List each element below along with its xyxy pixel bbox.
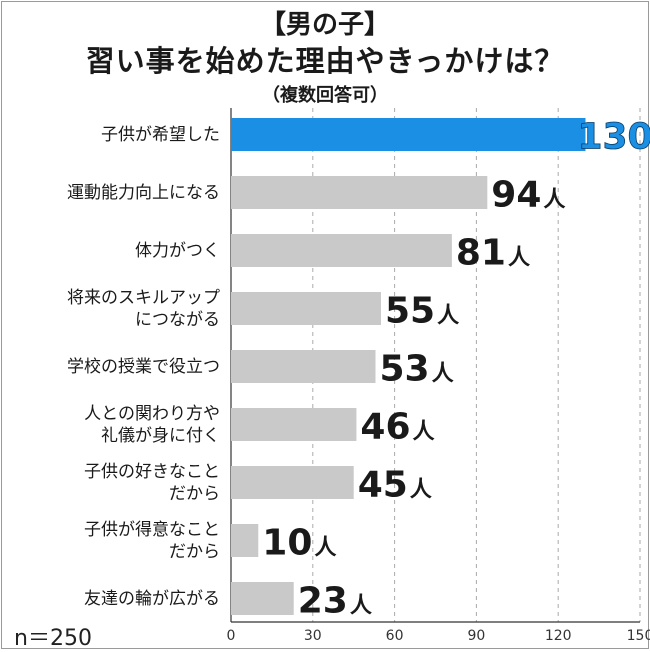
chart-title-line1: 【男の子】 <box>259 10 390 40</box>
data-label: 130人 <box>577 117 650 158</box>
category-label: 人との関わり方や 礼儀が身に付く <box>5 403 220 447</box>
category-label: 友達の輪が広がる <box>5 588 220 610</box>
category-label-line: 体力がつく <box>135 240 220 261</box>
category-label: 将来のスキルアップ につながる <box>5 287 220 331</box>
data-label: 46人 <box>360 407 434 448</box>
x-tick-label: 0 <box>227 628 236 644</box>
bar <box>231 524 259 557</box>
chart-title-line2: 習い事を始めた理由やきっかけは？ <box>85 44 565 78</box>
bar <box>231 176 488 209</box>
category-label-line: だから <box>169 483 220 504</box>
chart-subtitle: （複数回答可） <box>262 85 388 106</box>
data-label: 10人 <box>262 523 336 564</box>
category-label-line: 子供が希望した <box>101 124 220 145</box>
category-label-line: 子供が得意なこと <box>84 519 220 540</box>
category-label-line: 礼儀が身に付く <box>101 425 220 446</box>
data-label: 55人 <box>385 291 459 332</box>
data-label: 23人 <box>298 581 372 622</box>
category-label: 子供が得意なこと だから <box>5 519 220 563</box>
sample-size-label: n＝250 <box>14 626 92 651</box>
x-tick-label: 60 <box>386 628 404 644</box>
x-tick-label: 120 <box>545 628 572 644</box>
category-label-line: 運動能力向上になる <box>67 182 220 203</box>
bar <box>231 292 381 325</box>
category-label: 体力がつく <box>5 240 220 262</box>
category-label-line: だから <box>169 541 220 562</box>
x-tick-label: 90 <box>467 628 485 644</box>
bar <box>231 350 376 383</box>
data-label: 53人 <box>380 349 454 390</box>
category-label: 子供が希望した <box>5 124 220 146</box>
category-label-line: につながる <box>135 309 220 330</box>
category-label: 学校の授業で役立つ <box>5 356 220 378</box>
category-label-line: 学校の授業で役立つ <box>67 356 220 377</box>
category-label: 運動能力向上になる <box>5 182 220 204</box>
data-label: 81人 <box>456 233 530 274</box>
data-label: 45人 <box>358 465 432 506</box>
category-label-line: 友達の輪が広がる <box>84 588 220 609</box>
bar <box>231 118 586 151</box>
category-label-line: 子供の好きなこと <box>84 461 220 482</box>
x-tick-label: 30 <box>304 628 322 644</box>
bar <box>231 408 357 441</box>
bar <box>231 234 452 267</box>
bar <box>231 466 354 499</box>
bar <box>231 582 294 615</box>
category-label: 子供の好きなこと だから <box>5 461 220 505</box>
data-label: 94人 <box>491 175 565 216</box>
x-tick-label: 150 <box>627 628 650 644</box>
category-label-line: 人との関わり方や <box>84 403 220 424</box>
category-label-line: 将来のスキルアップ <box>67 287 220 308</box>
